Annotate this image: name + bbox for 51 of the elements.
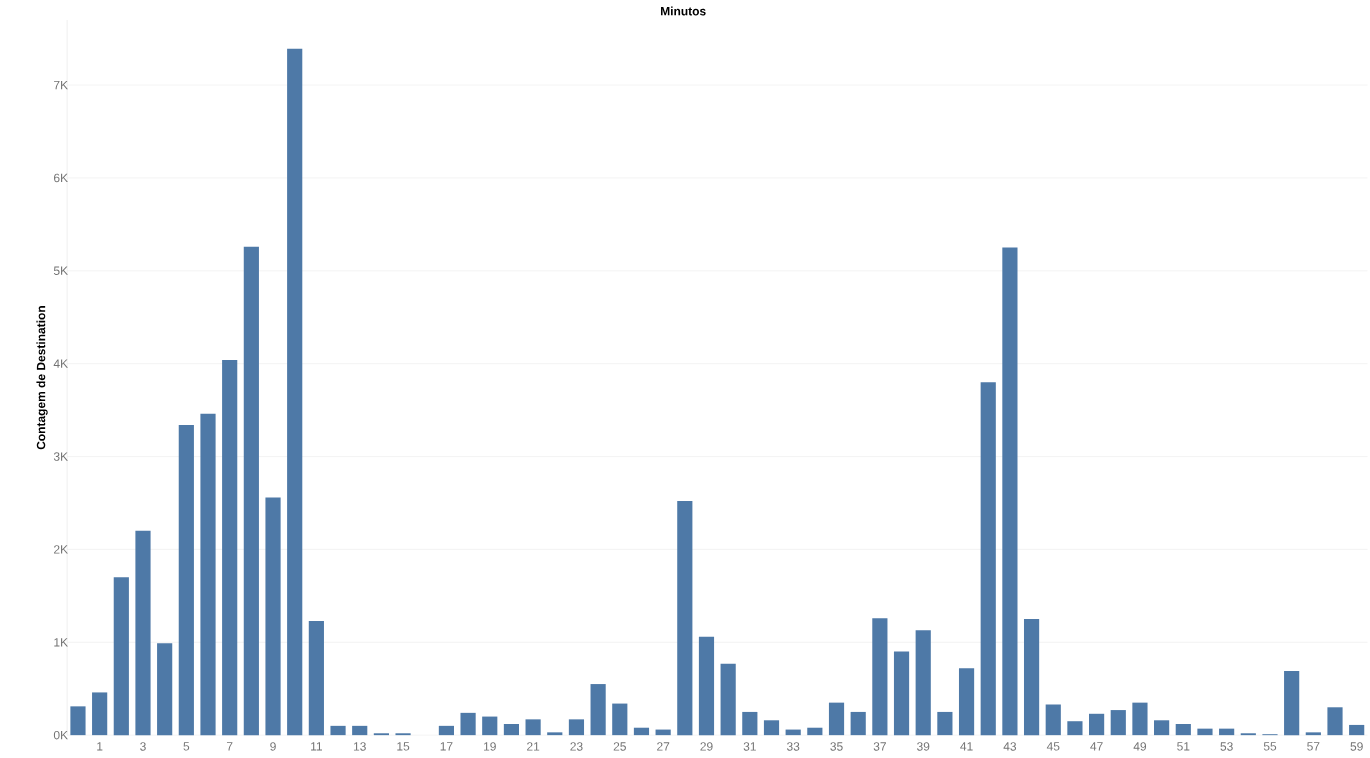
bar xyxy=(438,726,454,736)
bar xyxy=(70,706,86,736)
bar xyxy=(178,425,194,736)
bar xyxy=(915,630,931,736)
bar xyxy=(460,713,476,736)
bar xyxy=(200,414,216,736)
bar xyxy=(872,618,888,736)
bar xyxy=(590,684,606,736)
bar xyxy=(698,637,715,736)
bar xyxy=(1349,725,1365,736)
bar xyxy=(742,712,758,736)
bar xyxy=(1023,619,1040,736)
bar xyxy=(1002,247,1018,736)
bar xyxy=(1219,728,1235,736)
bar xyxy=(1175,724,1191,736)
bar xyxy=(157,643,173,736)
bar xyxy=(1284,671,1300,736)
bar xyxy=(330,726,346,736)
bar xyxy=(720,663,736,736)
bar xyxy=(980,382,996,736)
bar xyxy=(525,719,541,736)
bar xyxy=(113,577,129,736)
bar xyxy=(937,712,953,736)
bar xyxy=(807,728,823,736)
bar xyxy=(763,720,780,736)
bar xyxy=(503,724,520,736)
bar xyxy=(828,702,845,736)
bar xyxy=(1154,720,1170,736)
bar xyxy=(612,703,628,736)
bar xyxy=(265,497,281,736)
bar xyxy=(850,712,866,736)
bar xyxy=(1197,728,1213,736)
bar xyxy=(92,692,108,736)
bar xyxy=(1327,707,1343,736)
bar xyxy=(243,246,259,736)
bar xyxy=(893,651,910,736)
bar xyxy=(222,360,238,736)
bar xyxy=(352,726,368,736)
bar xyxy=(482,716,498,736)
bar xyxy=(1110,710,1126,736)
bar xyxy=(1067,721,1083,736)
bar xyxy=(308,621,324,736)
bar xyxy=(568,719,585,736)
bar xyxy=(1089,714,1105,736)
bar xyxy=(958,668,975,736)
bar xyxy=(1045,704,1061,736)
bar xyxy=(633,728,650,736)
bar xyxy=(677,501,693,736)
bar xyxy=(1132,702,1148,736)
bar xyxy=(287,49,303,736)
bar xyxy=(135,531,151,736)
